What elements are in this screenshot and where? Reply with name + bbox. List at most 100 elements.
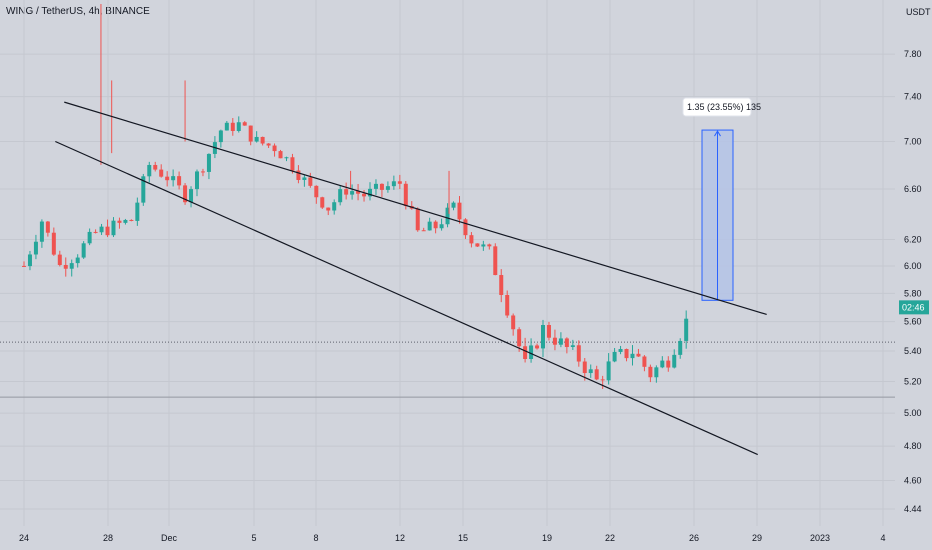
measure-arrow-head (714, 130, 721, 137)
x-tick-label: 4 (880, 533, 885, 543)
x-tick-label: 12 (395, 533, 405, 543)
candle-body (481, 244, 486, 247)
candle-body (230, 122, 235, 131)
candle-body (33, 241, 38, 255)
candle-body (600, 379, 605, 381)
candle-body (362, 193, 367, 197)
candle-body (636, 353, 641, 357)
candle-body (183, 185, 188, 203)
candle-body (373, 183, 378, 189)
candle-body (618, 349, 623, 352)
x-tick-label: 28 (103, 533, 113, 543)
candle-body (475, 243, 480, 247)
measure-label: 1.35 (23.55%) 135 (687, 102, 761, 112)
candle-body (379, 183, 384, 190)
candle-body (529, 345, 534, 359)
candle-body (69, 263, 74, 269)
candles (22, 4, 689, 389)
candle-body (242, 122, 247, 126)
candle-body (642, 356, 647, 367)
candle-body (93, 231, 98, 233)
candle-body (523, 346, 528, 359)
y-tick-label: 7.40 (904, 92, 922, 102)
candle-body (421, 230, 426, 232)
y-tick-label: 4.44 (904, 504, 922, 514)
candle-body (451, 202, 456, 208)
candle-body (666, 360, 671, 368)
candle-body (391, 181, 396, 187)
candle-body (588, 369, 593, 374)
upper-trendline (64, 101, 767, 316)
candle-body (278, 151, 283, 159)
levels (0, 341, 895, 398)
candle-body (296, 170, 301, 180)
candle-body (403, 183, 408, 207)
candle-body (648, 366, 653, 378)
candle-body (260, 136, 265, 144)
x-tick-label: 8 (313, 533, 318, 543)
candle-body (165, 176, 170, 181)
x-axis[interactable]: 24 28 Dec 5 8 12 15 19 22 26 29 2023 4 (19, 533, 886, 543)
candle-body (433, 221, 438, 229)
y-tick-label: 6.20 (904, 234, 922, 244)
candle-body (159, 169, 164, 177)
candle-body (535, 345, 540, 349)
candle-body (606, 361, 611, 381)
candle-body (266, 143, 271, 146)
candle-body (511, 315, 516, 330)
x-tick-label: 26 (689, 533, 699, 543)
y-tick-label: 5.40 (904, 346, 922, 356)
candle-body (123, 219, 128, 223)
candle-body (499, 275, 504, 295)
candle-body (39, 221, 44, 242)
x-tick-label: 22 (605, 533, 615, 543)
candle-body (594, 369, 599, 380)
candle-body (624, 349, 629, 359)
candle-body (344, 189, 349, 195)
candle-body (206, 153, 211, 172)
y-axis-unit: USDT (906, 7, 931, 17)
candle-body (546, 325, 551, 338)
candle-body (368, 188, 373, 197)
candle-body (320, 197, 325, 208)
candle-body (439, 224, 444, 229)
x-tick-label: 2023 (810, 533, 830, 543)
candle-body (147, 164, 152, 177)
candle-body (189, 189, 194, 203)
x-tick-label: 15 (458, 533, 468, 543)
candle-body (672, 354, 677, 368)
x-tick-label: Dec (161, 533, 178, 543)
y-tick-label: 5.80 (904, 288, 922, 298)
measure-tool[interactable] (701, 129, 734, 301)
y-tick-label: 5.00 (904, 408, 922, 418)
candle-body (171, 176, 176, 181)
candle-body (326, 207, 331, 211)
trendlines[interactable] (55, 101, 767, 456)
candle-body (338, 189, 343, 203)
y-tick-label: 4.60 (904, 475, 922, 485)
candle-body (27, 254, 32, 267)
candle-body (570, 345, 575, 348)
y-axis[interactable]: 7.80 7.40 7.00 6.60 6.20 6.00 5.80 5.60 5.40 5.20… (904, 49, 922, 514)
candle-body (272, 145, 277, 152)
candle-body (111, 220, 116, 236)
candle-body (99, 226, 104, 233)
candle-body (314, 185, 319, 198)
candle-body (350, 191, 355, 195)
candle-body (57, 254, 62, 265)
y-tick-label: 5.20 (904, 376, 922, 386)
y-tick-label: 4.80 (904, 441, 922, 451)
candle-body (356, 191, 361, 194)
candle-body (87, 231, 92, 244)
candle-body (487, 244, 492, 247)
y-tick-label: 7.00 (904, 137, 922, 147)
candle-body (308, 177, 313, 186)
grid (0, 0, 895, 526)
candle-body (51, 232, 56, 255)
candle-body (415, 208, 420, 231)
candle-body (75, 257, 80, 264)
candle-body (517, 329, 522, 347)
candle-body (660, 360, 665, 368)
candle-body (22, 265, 26, 267)
